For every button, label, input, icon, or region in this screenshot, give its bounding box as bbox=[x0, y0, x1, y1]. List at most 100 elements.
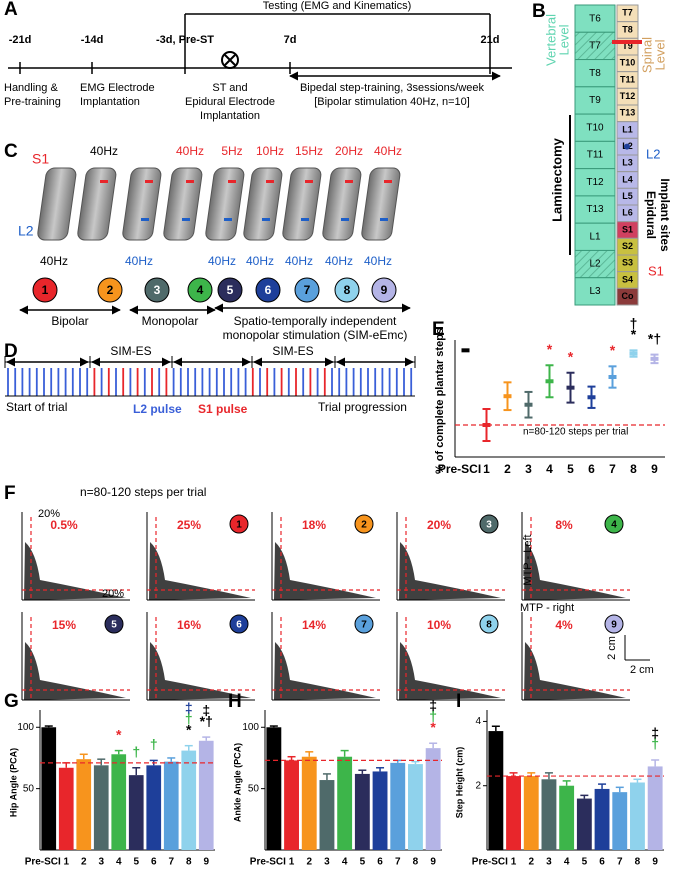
mtp-cloud bbox=[274, 542, 376, 600]
bar bbox=[181, 750, 197, 850]
spinal-level: T10 bbox=[620, 58, 636, 68]
vertebral-level: T13 bbox=[586, 204, 604, 215]
stim-number: 4 bbox=[197, 283, 204, 297]
group-label: Monopolar bbox=[142, 314, 199, 328]
stim-number: 5 bbox=[227, 283, 234, 297]
freq-top: 40Hz bbox=[176, 144, 204, 158]
implant-label: Epidural bbox=[644, 191, 658, 239]
freq-bottom: 40Hz bbox=[40, 254, 68, 268]
x-tick-label: 1 bbox=[483, 462, 490, 476]
bar bbox=[523, 776, 539, 850]
bar bbox=[198, 740, 214, 850]
vertebra bbox=[574, 249, 616, 279]
x-tick-label: Pre-SCI bbox=[472, 857, 508, 868]
percent-label: 4% bbox=[555, 618, 573, 632]
electrode bbox=[361, 167, 401, 241]
cm-label: 2 cm bbox=[630, 664, 654, 676]
stim-badge bbox=[334, 277, 360, 303]
panel-letter: I bbox=[456, 691, 461, 712]
c-l2: L2 bbox=[18, 223, 34, 239]
mtp-cloud bbox=[149, 542, 251, 600]
mtp-label: MTP - right bbox=[520, 602, 574, 614]
electrode bbox=[243, 167, 283, 241]
x-tick-label: 7 bbox=[609, 462, 616, 476]
bar bbox=[559, 785, 575, 850]
stim-number: 6 bbox=[236, 620, 242, 631]
mtp-cloud bbox=[524, 642, 626, 700]
x-tick-label: 5 bbox=[133, 857, 139, 868]
stim-number: 5 bbox=[111, 620, 117, 631]
x-tick-label: 3 bbox=[546, 857, 552, 868]
point bbox=[629, 351, 638, 356]
annotation: ‡ bbox=[651, 725, 659, 741]
bar bbox=[337, 756, 353, 850]
panel-letter: F bbox=[4, 483, 16, 504]
vertebral-level: T8 bbox=[589, 68, 601, 79]
stim-number: 7 bbox=[361, 620, 367, 631]
spinal-level: L1 bbox=[622, 124, 633, 134]
x-tick-label: 4 bbox=[564, 857, 570, 868]
x-tick-label: 7 bbox=[395, 857, 401, 868]
bar bbox=[541, 779, 557, 850]
spinal-level: T7 bbox=[622, 8, 633, 18]
sim-label: SIM-ES bbox=[110, 344, 151, 358]
implant-dot bbox=[624, 143, 630, 150]
bar bbox=[301, 756, 317, 850]
event-label: Handling & bbox=[4, 82, 58, 94]
freq-bottom: 40Hz bbox=[246, 254, 274, 268]
mtp-cloud bbox=[24, 642, 126, 700]
mtp-cloud bbox=[24, 542, 126, 600]
group-label: Spatio-temporally independent bbox=[234, 314, 397, 328]
annotation: † bbox=[630, 315, 638, 331]
stim-number: 2 bbox=[107, 283, 114, 297]
vertebra bbox=[574, 222, 616, 251]
panel-letter: E bbox=[432, 319, 445, 340]
electrode bbox=[77, 167, 117, 241]
bar bbox=[266, 727, 282, 850]
cm-label: 2 cm bbox=[606, 636, 618, 660]
spinal-level: L4 bbox=[622, 174, 633, 184]
stim-badge bbox=[354, 614, 374, 634]
mtp-cloud bbox=[274, 642, 376, 700]
bar bbox=[612, 792, 628, 850]
trial-label: Trial progression bbox=[318, 400, 407, 414]
bar bbox=[506, 776, 521, 850]
bar bbox=[41, 727, 57, 850]
vertebra bbox=[574, 195, 616, 224]
event-label: [Bipolar stimulation 40Hz, n=10] bbox=[314, 96, 470, 108]
point bbox=[545, 379, 554, 384]
stim-number: 7 bbox=[304, 283, 311, 297]
percent-label: 10% bbox=[427, 618, 451, 632]
stim-number: 9 bbox=[381, 283, 388, 297]
stim-number: 3 bbox=[486, 520, 492, 531]
stim-badge bbox=[229, 514, 249, 534]
point bbox=[524, 402, 533, 407]
mtp-cloud bbox=[524, 542, 626, 600]
freq-top: 40Hz bbox=[374, 144, 402, 158]
stim-badge bbox=[479, 614, 499, 634]
bar bbox=[319, 780, 335, 850]
x-tick-label: 9 bbox=[203, 857, 209, 868]
percent-label: 14% bbox=[302, 618, 326, 632]
x-tick-label: 3 bbox=[324, 857, 330, 868]
annotation: * bbox=[186, 721, 192, 737]
s1-pulse-label: S1 pulse bbox=[198, 402, 248, 416]
freq-top: 15Hz bbox=[295, 144, 323, 158]
spinal-label: Level bbox=[652, 39, 667, 70]
electrode bbox=[282, 167, 322, 241]
bar bbox=[76, 759, 92, 850]
vertebra bbox=[574, 277, 616, 306]
bar bbox=[163, 761, 179, 850]
x-tick-label: 8 bbox=[413, 857, 419, 868]
annotation: † bbox=[132, 743, 140, 759]
scale-label: 20% bbox=[102, 588, 124, 600]
bar bbox=[111, 754, 127, 850]
x-tick-label: Pre-SCI bbox=[250, 857, 286, 868]
vertebra bbox=[574, 140, 616, 170]
stim-number: 1 bbox=[42, 283, 49, 297]
bar bbox=[93, 765, 109, 850]
bar bbox=[390, 762, 406, 850]
annotation: * bbox=[631, 326, 637, 342]
spinal-level: T12 bbox=[620, 91, 636, 101]
bar bbox=[354, 773, 370, 850]
